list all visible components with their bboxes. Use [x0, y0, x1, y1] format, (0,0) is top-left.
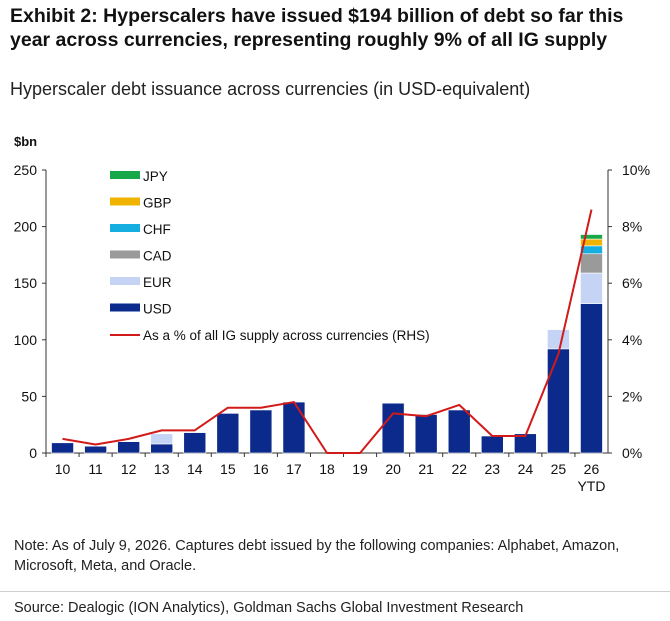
x-tick-label: 17 [286, 461, 302, 477]
x-tick-label: 14 [187, 461, 203, 477]
legend-swatch-eur [110, 277, 140, 285]
bar-segment-usd [580, 303, 603, 454]
bar-segment-usd [216, 413, 240, 454]
chart-line [62, 209, 593, 454]
bar-segment-usd [381, 402, 405, 454]
legend-swatch-cad [110, 250, 140, 259]
chart-note: Note: As of July 9, 2026. Captures debt … [14, 538, 620, 574]
x-tick-sublabel: YTD [577, 478, 605, 494]
x-tick-label: 18 [319, 461, 335, 477]
x-tick-label: 11 [88, 461, 103, 477]
chart-axes: $bn 0 50 100 150 200 250 0% 2% 4% 6% 8% 10% 10 11 12 13 1… [14, 134, 650, 494]
bar-segment-eur [547, 329, 570, 350]
legend-label-eur: EUR [143, 275, 172, 290]
legend-label-line: As a % of all IG supply across currencie… [143, 328, 430, 343]
x-tick-label: 21 [418, 461, 434, 477]
bar-segment-usd [414, 414, 438, 454]
bar-segment-eur [150, 433, 174, 445]
legend-label-cad: CAD [143, 249, 172, 264]
y-tick-label-right: 10% [622, 162, 650, 178]
x-tick-label: 25 [551, 461, 567, 477]
y-tick-label-left: 200 [14, 219, 38, 235]
legend-swatch-chf [110, 224, 140, 232]
x-tick-label: 15 [220, 461, 236, 477]
x-tick-label: 10 [55, 461, 71, 477]
legend-label-gbp: GBP [143, 196, 172, 211]
bar-segment-cad [580, 253, 603, 274]
x-tick-label: 19 [352, 461, 368, 477]
bar-segment-usd [282, 401, 306, 454]
divider [0, 591, 670, 592]
chart-legend: JPY GBP CHF CAD EUR USD As a % of all IG suppl… [110, 169, 430, 343]
legend-label-jpy: JPY [143, 169, 168, 184]
y-tick-label-right: 6% [622, 275, 642, 291]
x-tick-label: 24 [518, 461, 534, 477]
bar-segment-usd [150, 443, 174, 454]
bar-segment-usd [480, 435, 504, 454]
x-tick-label: 20 [385, 461, 401, 477]
y-tick-label-left: 0 [29, 445, 37, 461]
y-tick-label-left: 50 [21, 388, 37, 404]
bar-segment-usd [547, 348, 570, 454]
ig-share-line [62, 209, 593, 454]
chart-source: Source: Dealogic (ION Analytics), Goldma… [14, 600, 524, 616]
y-tick-label-right: 4% [622, 332, 642, 348]
legend-swatch-jpy [110, 171, 140, 179]
y-tick-label-right: 8% [622, 219, 642, 235]
y-tick-label-right: 2% [622, 388, 642, 404]
bar-segment-usd [183, 432, 207, 454]
y-tick-label-right: 0% [622, 445, 642, 461]
bar-segment-eur [580, 272, 603, 304]
legend-swatch-usd [110, 303, 140, 312]
legend-swatch-gbp [110, 197, 140, 206]
bar-segment-usd [249, 409, 273, 454]
x-tick-label: 26 [584, 461, 600, 477]
x-tick-label: 23 [485, 461, 501, 477]
x-tick-label: 12 [121, 461, 137, 477]
bar-segment-usd [84, 445, 107, 454]
y-tick-label-left: 250 [14, 162, 38, 178]
y-axis-left-unit: $bn [14, 134, 37, 149]
y-tick-label-left: 150 [14, 275, 38, 291]
x-tick-label: 16 [253, 461, 269, 477]
bar-segment-usd [51, 442, 74, 454]
chart-bars [51, 234, 603, 454]
y-tick-label-left: 100 [14, 332, 38, 348]
legend-label-chf: CHF [143, 222, 171, 237]
legend-label-usd: USD [143, 302, 172, 317]
x-tick-label: 22 [451, 461, 467, 477]
bar-segment-usd [447, 409, 471, 454]
bar-segment-jpy [580, 234, 603, 240]
issuance-chart: $bn 0 50 100 150 200 250 0% 2% 4% 6% 8% 10% 10 11 12 13 1… [14, 134, 650, 494]
exhibit-title: Exhibit 2: Hyperscalers have issued $194… [10, 5, 624, 51]
chart-subtitle: Hyperscaler debt issuance across currenc… [10, 79, 531, 99]
bar-segment-usd [117, 441, 140, 454]
x-tick-label: 13 [154, 461, 170, 477]
